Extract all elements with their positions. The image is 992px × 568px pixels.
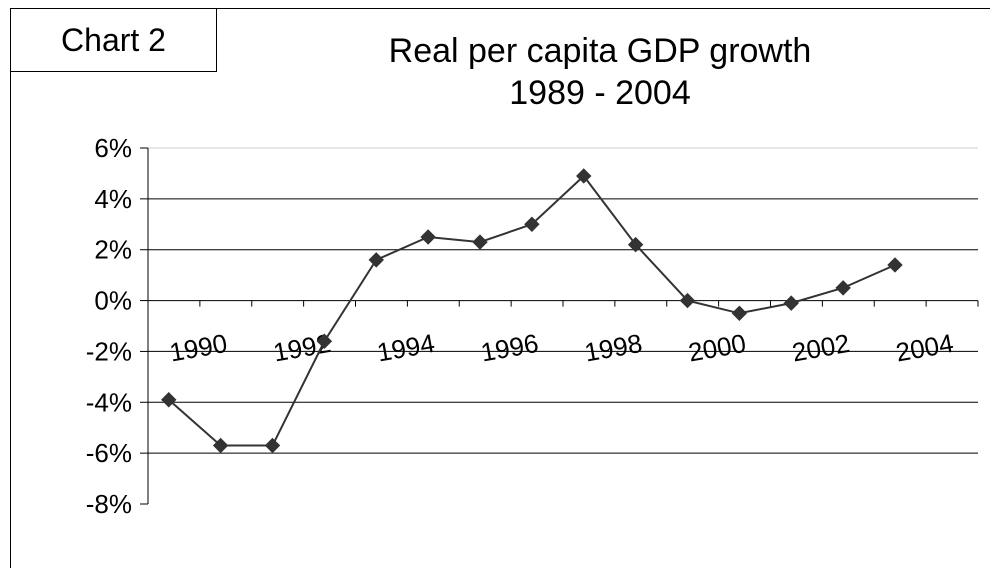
series-group [161, 168, 903, 454]
data-point [316, 333, 333, 349]
chart-title: Real per capita GDP growth 1989 - 2004 [270, 30, 930, 114]
y-tick-label: -4% [86, 387, 132, 417]
data-point [679, 292, 696, 309]
x-tick-label: 1998 [582, 328, 644, 368]
x-tick-label: 1990 [167, 328, 229, 368]
x-tick-label: 1994 [375, 328, 437, 368]
series-line [168, 174, 896, 447]
chart-number-label: Chart 2 [10, 8, 217, 72]
data-point [783, 295, 799, 311]
chart-frame [10, 8, 990, 568]
x-tick-label: 2000 [686, 328, 748, 368]
data-point [887, 257, 903, 273]
y-tick-label: 2% [94, 235, 132, 265]
x-tick-label: 2004 [893, 328, 955, 368]
y-tick-label: 6% [94, 133, 132, 163]
data-point [264, 437, 281, 454]
chart-title-line-2: 1989 - 2004 [509, 74, 691, 112]
data-point [731, 305, 748, 321]
y-tick-label: 0% [94, 286, 132, 316]
data-point [161, 392, 177, 408]
data-point [368, 252, 384, 268]
data-point [472, 234, 488, 250]
data-point [627, 236, 644, 253]
data-point [212, 437, 229, 454]
x-tick-label: 1996 [478, 328, 540, 368]
axes [140, 147, 979, 505]
x-tick-label: 2002 [790, 328, 852, 368]
data-point [835, 280, 851, 296]
y-tick-label: -2% [86, 336, 132, 366]
line-chart: 6%4%2%0%-2%-4%-6%-8% 1990 1992 1994 1996 199… [86, 133, 979, 519]
data-point [576, 168, 592, 184]
data-point [524, 216, 540, 232]
y-tick-label: -8% [86, 489, 132, 519]
x-tick-labels: 1990 1992 1994 1996 1998 2000 2002 2004 [167, 328, 955, 368]
gridlines [148, 147, 978, 454]
data-point [420, 229, 436, 245]
y-tick-label: 4% [94, 184, 132, 214]
chart-title-line-1: Real per capita GDP growth [388, 32, 812, 70]
y-tick-labels: 6% 4% 2% 0% -2% -4% -6% -8% [86, 133, 132, 519]
y-tick-label: -6% [86, 438, 132, 468]
